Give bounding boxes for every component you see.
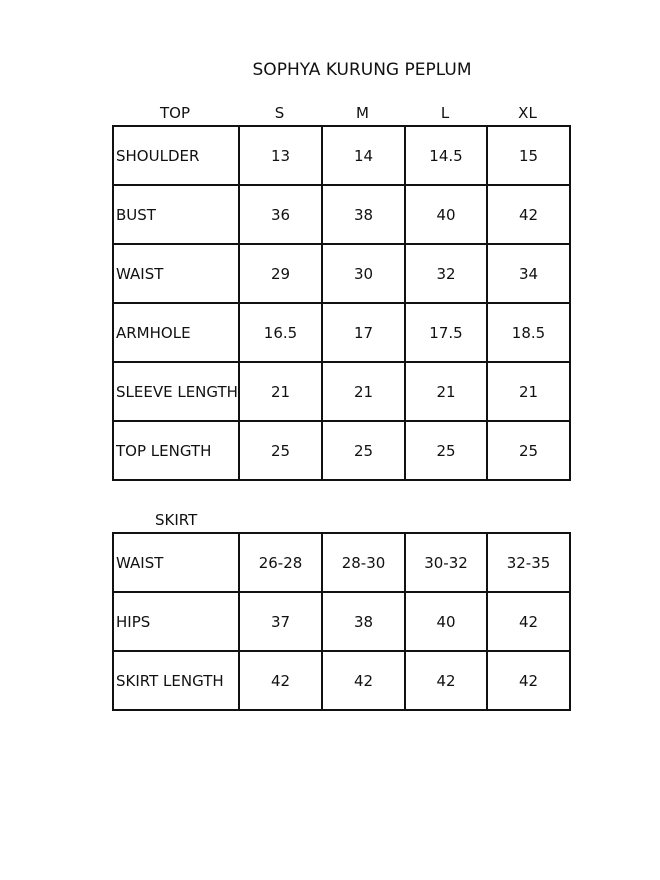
cell: 29 — [238, 243, 323, 304]
top-table: SHOULDER 13 14 14.5 15 BUST 36 38 40 42 WAIST 29 30 3… — [112, 125, 571, 481]
skirt-label: SKIRT — [155, 511, 198, 529]
cell: 25 — [404, 420, 488, 481]
cell: 42 — [486, 184, 571, 245]
cell: 21 — [404, 361, 488, 422]
cell: 42 — [321, 650, 406, 711]
cell: 40 — [404, 184, 488, 245]
row: SHOULDER 13 14 14.5 15 — [112, 125, 571, 186]
cell: 25 — [321, 420, 406, 481]
row-label: WAIST — [112, 243, 240, 304]
size-header: XL — [518, 104, 537, 122]
cell: 37 — [238, 591, 323, 652]
cell: 28-30 — [321, 532, 406, 593]
section-header: TOP — [159, 104, 190, 122]
cell: 42 — [238, 650, 323, 711]
cell: 25 — [238, 420, 323, 481]
row-label: SHOULDER — [112, 125, 240, 186]
row: TOP LENGTH 25 25 25 25 — [112, 420, 571, 481]
cell: 38 — [321, 184, 406, 245]
cell: 42 — [486, 650, 571, 711]
row: WAIST 29 30 32 34 — [112, 243, 571, 304]
cell: 14.5 — [404, 125, 488, 186]
row-label: TOP LENGTH — [112, 420, 240, 481]
cell: 16.5 — [238, 302, 323, 363]
row-label: WAIST — [112, 532, 240, 593]
cell: 21 — [486, 361, 571, 422]
cell: 13 — [238, 125, 323, 186]
row: ARMHOLE 16.5 17 17.5 18.5 — [112, 302, 571, 363]
cell: 17.5 — [404, 302, 488, 363]
row-label: SLEEVE LENGTH — [112, 361, 240, 422]
cell: 17 — [321, 302, 406, 363]
row-label: ARMHOLE — [112, 302, 240, 363]
title: SOPHYA KURUNG PEPLUM — [252, 60, 472, 80]
size-header: S — [274, 104, 285, 122]
row-label: HIPS — [112, 591, 240, 652]
size-header: L — [440, 104, 450, 122]
row: SKIRT LENGTH 42 42 42 42 — [112, 650, 571, 711]
cell: 42 — [486, 591, 571, 652]
cell: 36 — [238, 184, 323, 245]
row: SLEEVE LENGTH 21 21 21 21 — [112, 361, 571, 422]
cell: 32-35 — [486, 532, 571, 593]
cell: 30-32 — [404, 532, 488, 593]
row: HIPS 37 38 40 42 — [112, 591, 571, 652]
cell: 18.5 — [486, 302, 571, 363]
skirt-table: WAIST 26-28 28-30 30-32 32-35 HIPS 37 38 40 42 SKI… — [112, 532, 571, 711]
top-header: TOP S M L XL — [112, 104, 569, 122]
row-label: SKIRT LENGTH — [112, 650, 240, 711]
cell: 32 — [404, 243, 488, 304]
cell: 21 — [321, 361, 406, 422]
cell: 38 — [321, 591, 406, 652]
cell: 42 — [404, 650, 488, 711]
cell: 30 — [321, 243, 406, 304]
cell: 40 — [404, 591, 488, 652]
cell: 25 — [486, 420, 571, 481]
row: BUST 36 38 40 42 — [112, 184, 571, 245]
cell: 14 — [321, 125, 406, 186]
row: WAIST 26-28 28-30 30-32 32-35 — [112, 532, 571, 593]
size-header: M — [356, 104, 369, 122]
cell: 15 — [486, 125, 571, 186]
cell: 26-28 — [238, 532, 323, 593]
row-label: BUST — [112, 184, 240, 245]
cell: 34 — [486, 243, 571, 304]
cell: 21 — [238, 361, 323, 422]
